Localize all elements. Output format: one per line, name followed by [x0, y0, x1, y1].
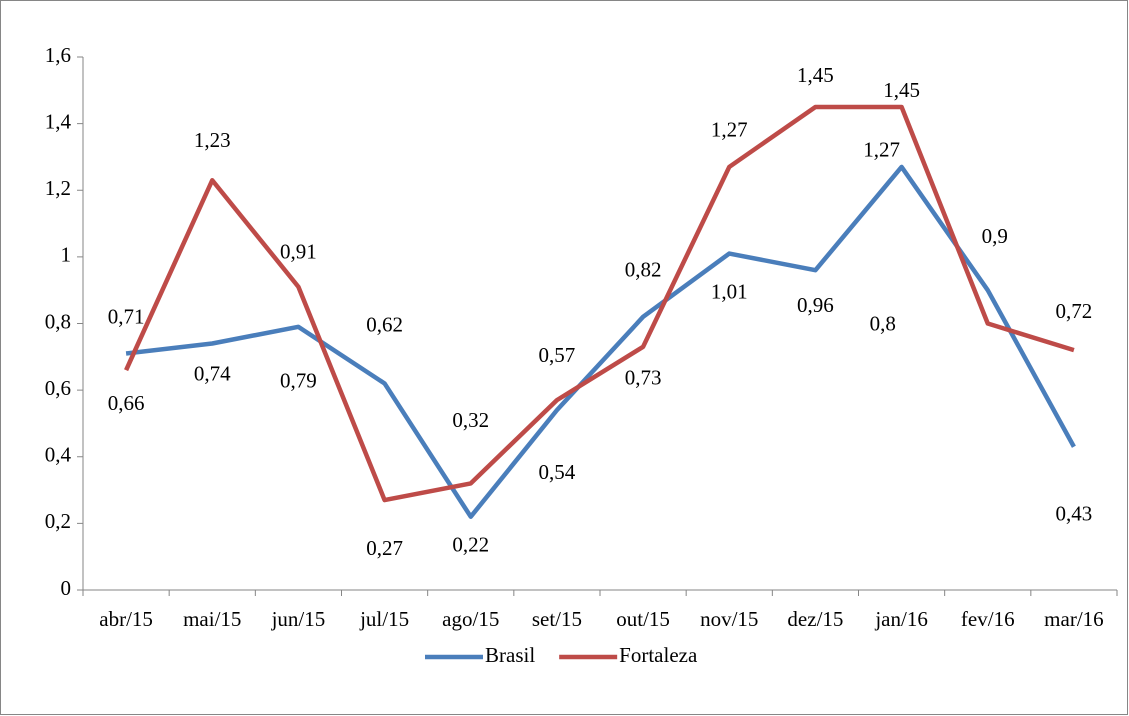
- x-tick-label: jul/15: [359, 607, 409, 631]
- x-tick-label: mar/16: [1044, 607, 1103, 631]
- y-tick-label: 0,4: [45, 443, 72, 467]
- y-tick-label: 0,6: [45, 376, 71, 400]
- legend-label: Brasil: [485, 643, 535, 667]
- data-label: 0,9: [982, 224, 1008, 248]
- data-label: 0,82: [625, 258, 662, 282]
- x-tick-label: out/15: [616, 607, 670, 631]
- data-label: 0,72: [1056, 299, 1093, 323]
- x-tick-label: nov/15: [700, 607, 758, 631]
- y-tick-label: 0,8: [45, 309, 71, 333]
- legend-label: Fortaleza: [619, 643, 698, 667]
- x-tick-label: ago/15: [442, 607, 499, 631]
- x-tick-label: fev/16: [961, 607, 1015, 631]
- data-label: 0,91: [280, 240, 317, 264]
- y-tick-label: 1,2: [45, 176, 71, 200]
- data-label: 0,32: [452, 408, 489, 432]
- data-label: 0,96: [797, 293, 834, 317]
- data-label: 1,45: [883, 78, 920, 102]
- y-tick-label: 1,4: [45, 109, 72, 133]
- y-tick-label: 1,6: [45, 43, 71, 67]
- x-tick-label: set/15: [532, 607, 582, 631]
- data-label: 0,71: [108, 304, 145, 328]
- data-label: 0,79: [280, 369, 317, 393]
- x-tick-label: abr/15: [99, 607, 153, 631]
- data-label: 1,45: [797, 63, 834, 87]
- y-tick-label: 1: [61, 243, 72, 267]
- series-line: [124, 104, 1075, 503]
- data-label: 1,01: [711, 279, 748, 303]
- y-tick-label: 0,2: [45, 509, 71, 533]
- data-label: 1,27: [711, 118, 748, 142]
- y-tick-label: 0: [61, 576, 72, 600]
- x-tick-label: jan/16: [874, 607, 928, 631]
- series-line: [125, 164, 1076, 519]
- data-label: 0,43: [1056, 502, 1093, 526]
- data-label: 0,74: [194, 361, 231, 385]
- data-label: 0,73: [625, 366, 662, 390]
- data-label: 1,27: [863, 138, 900, 162]
- data-label: 0,22: [452, 533, 489, 557]
- x-tick-label: jun/15: [271, 607, 326, 631]
- data-label: 0,57: [539, 343, 576, 367]
- x-tick-label: mai/15: [183, 607, 241, 631]
- data-label: 0,8: [870, 311, 896, 335]
- data-label: 0,62: [366, 312, 403, 336]
- data-label: 0,66: [108, 391, 145, 415]
- x-tick-label: dez/15: [787, 607, 843, 631]
- data-label: 0,54: [539, 460, 576, 484]
- data-label: 1,23: [194, 128, 231, 152]
- data-label: 0,27: [366, 536, 403, 560]
